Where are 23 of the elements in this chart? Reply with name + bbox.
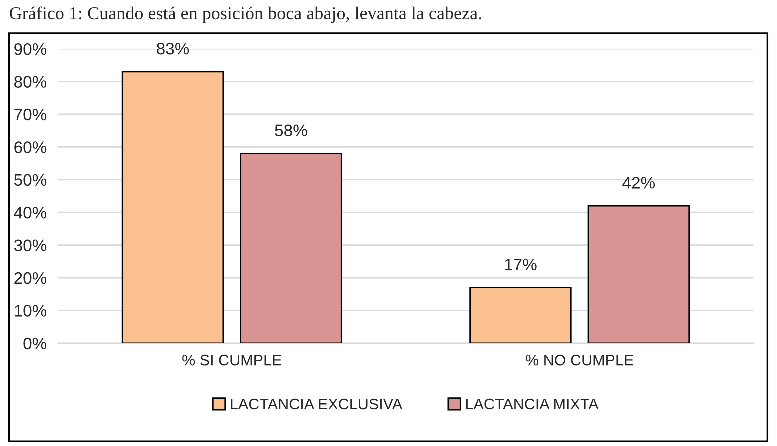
bar <box>122 71 224 344</box>
x-tick-label: % NO CUMPLE <box>526 354 634 366</box>
data-label: 58% <box>275 124 308 137</box>
x-tick-label: % SI CUMPLE <box>182 354 282 366</box>
y-tick-label: 60% <box>14 142 47 154</box>
chart-title: Gráfico 1: Cuando está en posición boca abajo, levanta la cabeza. <box>10 6 482 24</box>
y-tick-label: 10% <box>15 305 47 317</box>
y-tick-label: 70% <box>14 108 47 121</box>
bar <box>240 153 342 344</box>
y-tick-label: 90% <box>14 43 47 56</box>
y-tick-label: 0% <box>24 338 47 350</box>
data-label: 42% <box>622 177 656 189</box>
data-label: 83% <box>157 42 190 55</box>
data-label: 17% <box>505 258 537 271</box>
bar <box>588 205 690 344</box>
y-tick-label: 30% <box>14 240 47 252</box>
legend-label: LACTANCIA EXCLUSIVA <box>231 398 403 410</box>
y-tick-label: 20% <box>14 272 47 284</box>
legend-label: LACTANCIA MIXTA <box>466 398 599 410</box>
y-tick-label: 40% <box>14 206 47 219</box>
y-tick-label: 50% <box>14 174 47 186</box>
bar <box>470 287 572 344</box>
y-tick-label: 80% <box>14 76 47 88</box>
